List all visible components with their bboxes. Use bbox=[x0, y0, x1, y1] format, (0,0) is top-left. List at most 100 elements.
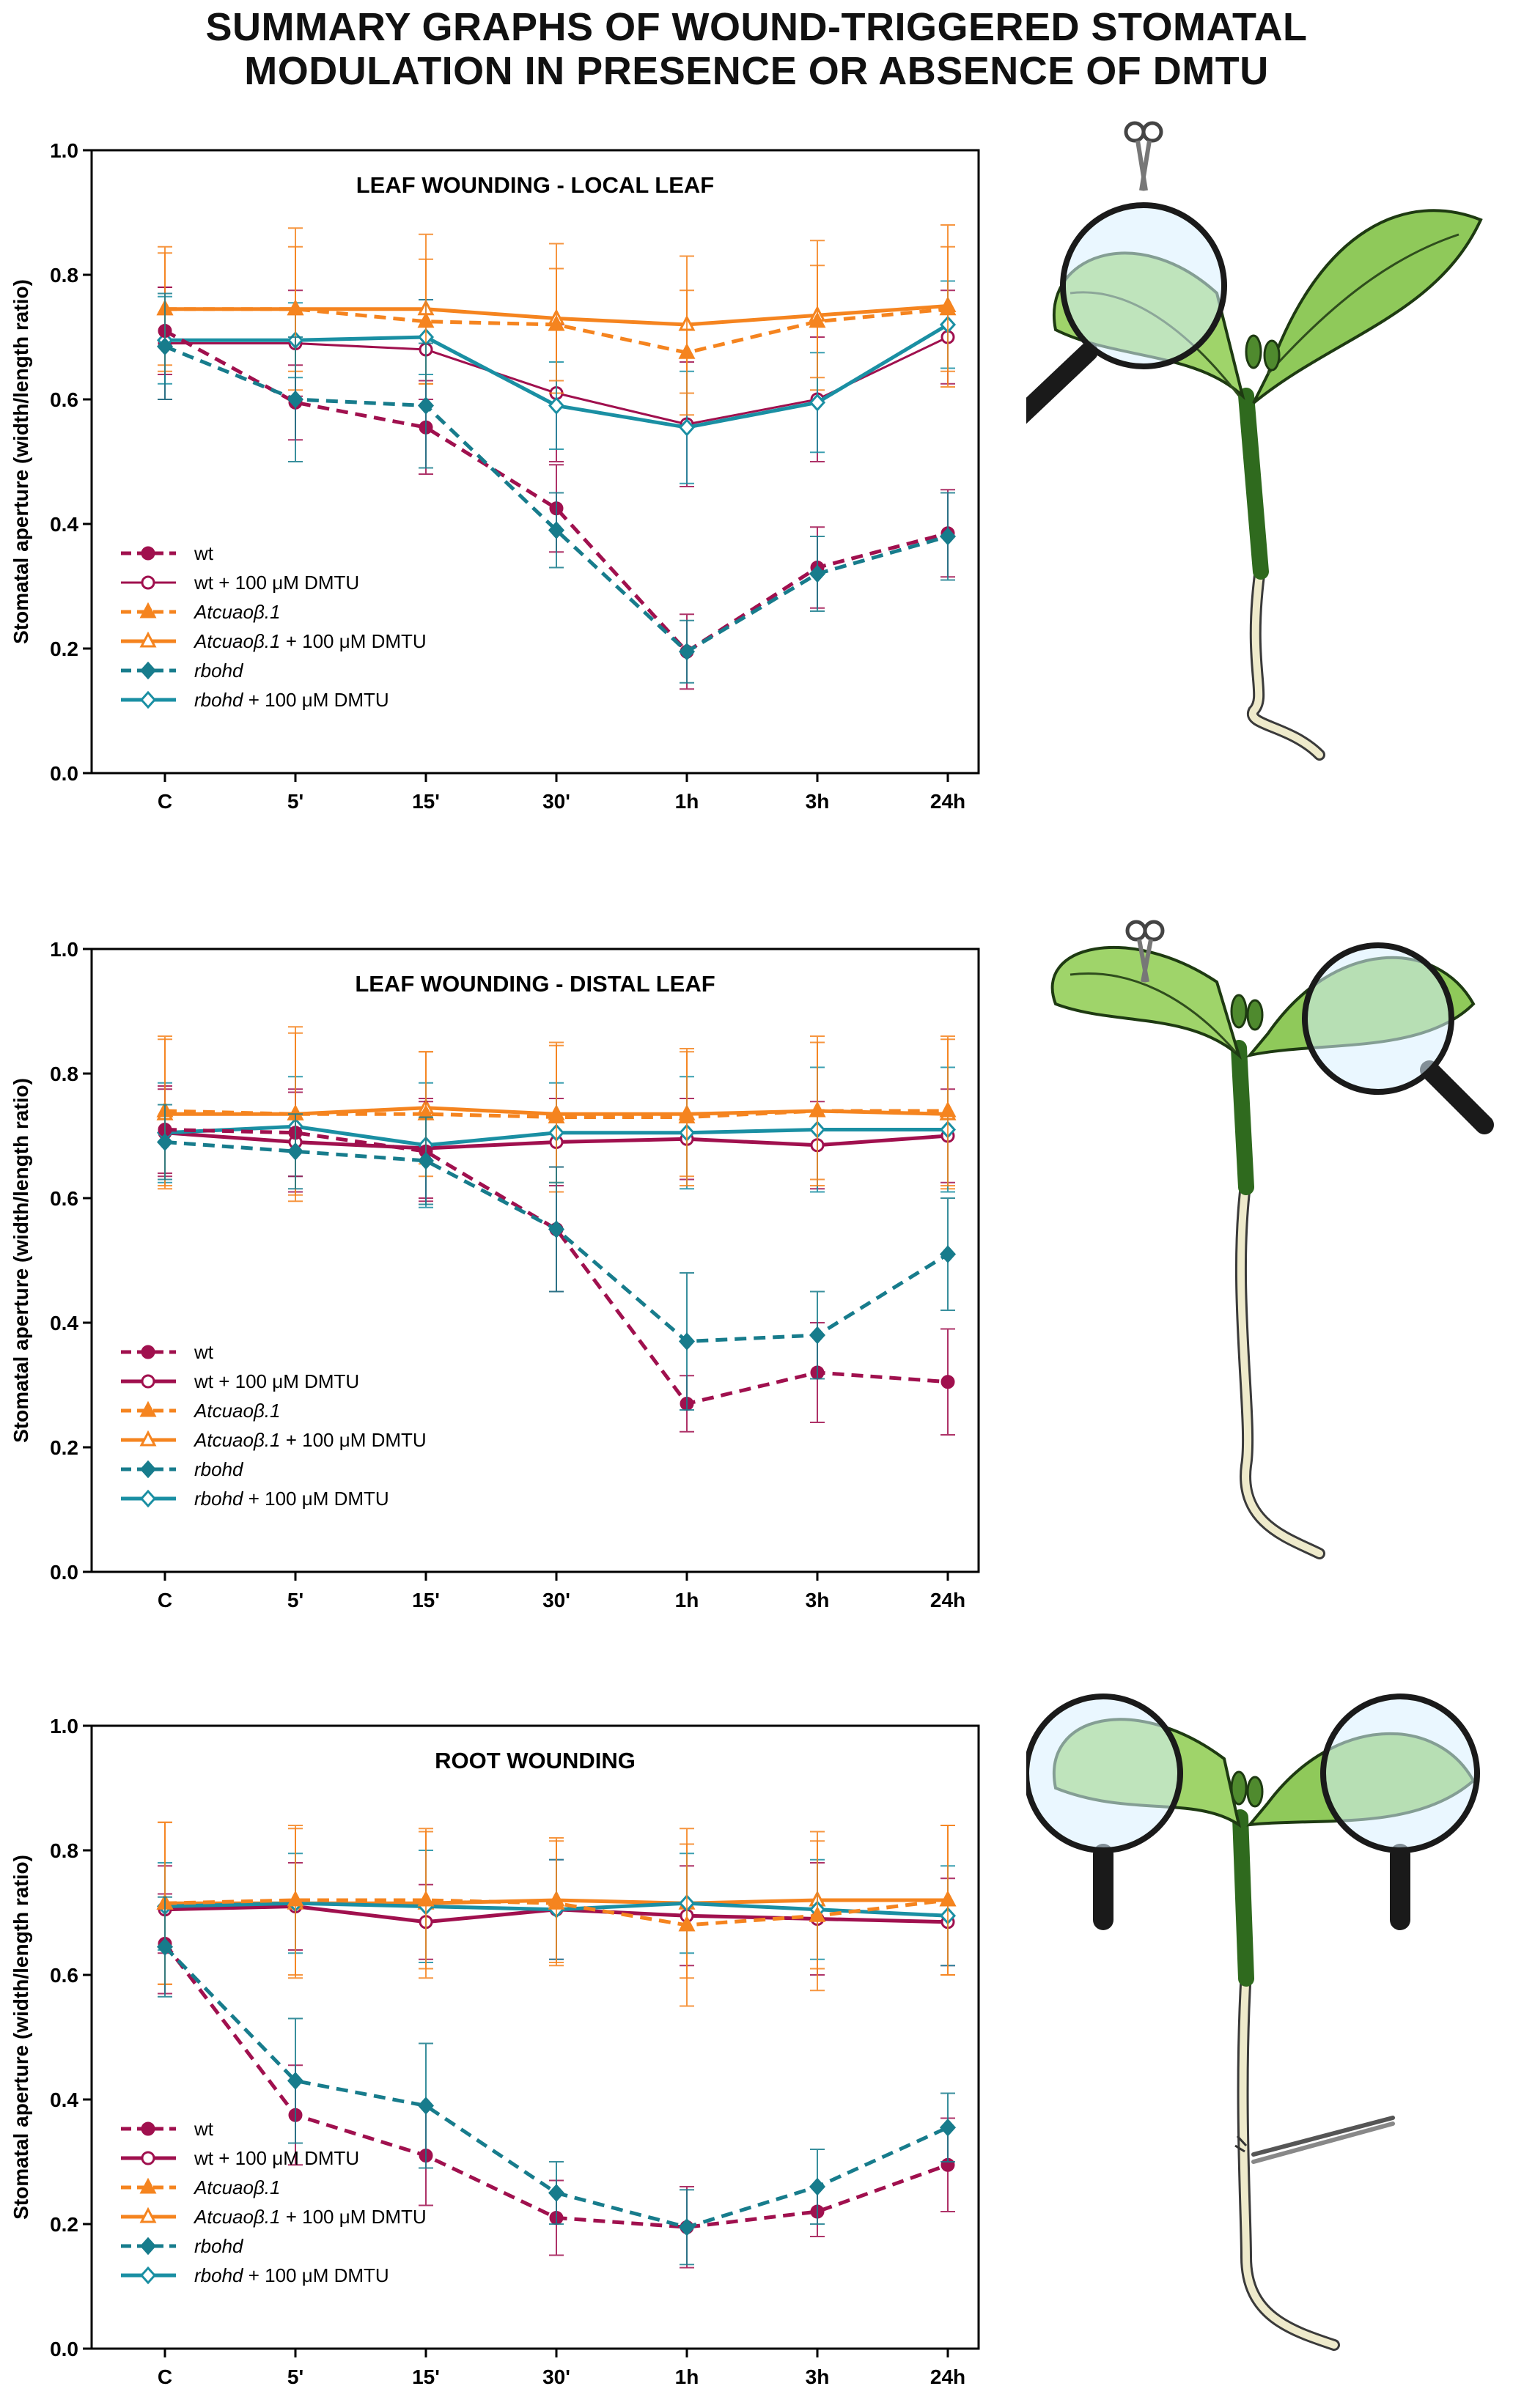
legend-label: rbohd + 100 μM DMTU bbox=[194, 1488, 389, 1510]
y-axis-label: Stomatal aperture (width/length ratio) bbox=[10, 279, 32, 644]
legend-item-wt_dmtu: wt + 100 μM DMTU bbox=[121, 2147, 359, 2169]
legend-label: wt + 100 μM DMTU bbox=[194, 572, 359, 594]
x-tick-label: 24h bbox=[930, 790, 965, 813]
x-tick-label: 30' bbox=[542, 2365, 570, 2388]
y-tick-label: 0.8 bbox=[50, 264, 78, 287]
chart-distal-leaf: 0.0 0.2 0.4 0.6 0.8 1.0 C 5' 15' 30' 1h 3h 24h Stomat… bbox=[10, 938, 980, 1611]
legend-item-wt_dmtu: wt + 100 μM DMTU bbox=[121, 572, 359, 594]
data-point bbox=[678, 1332, 696, 1351]
plot-frame bbox=[90, 1724, 980, 2350]
data-point bbox=[156, 1133, 174, 1151]
local-leaf-wounding-illustration bbox=[1026, 121, 1483, 761]
data-point bbox=[939, 2119, 957, 2137]
legend-marker bbox=[141, 2151, 155, 2165]
y-tick-label: 0.4 bbox=[50, 1312, 78, 1334]
data-point bbox=[678, 1915, 696, 1932]
magnifier-icon bbox=[1026, 202, 1227, 424]
data-point bbox=[548, 521, 565, 539]
x-tick-label: 1h bbox=[675, 1589, 699, 1611]
legend-label: rbohd bbox=[194, 2235, 244, 2257]
data-point bbox=[417, 396, 435, 415]
data-point bbox=[678, 418, 696, 437]
figure-title-line-1: SUMMARY GRAPHS OF WOUND-TRIGGERED STOMAT… bbox=[205, 5, 1308, 49]
data-point bbox=[548, 314, 565, 331]
y-tick-label: 0.8 bbox=[50, 1063, 78, 1085]
data-point bbox=[809, 1101, 826, 1118]
y-tick-label: 1.0 bbox=[50, 938, 78, 961]
y-tick-label: 0.2 bbox=[50, 2213, 78, 2236]
y-tick-label: 0.6 bbox=[50, 1964, 78, 1987]
legend-label: wt + 100 μM DMTU bbox=[194, 1370, 359, 1392]
legend-item-cuao_dmtu: Atcuaoβ.1 + 100 μM DMTU bbox=[121, 2206, 427, 2228]
legend-item-wt_dmtu: wt + 100 μM DMTU bbox=[121, 1370, 359, 1392]
data-point bbox=[417, 2097, 435, 2115]
plot-frame bbox=[90, 149, 980, 775]
legend-item-wt: wt bbox=[121, 1341, 214, 1363]
data-point bbox=[939, 299, 957, 316]
legend-item-rbohd_dmtu: rbohd + 100 μM DMTU bbox=[121, 1488, 389, 1510]
legend-marker bbox=[139, 1489, 157, 1508]
x-tick-label: 15' bbox=[412, 2365, 440, 2388]
figure-title-line-2: MODULATION IN PRESENCE OR ABSENCE OF DMT… bbox=[244, 49, 1269, 93]
legend-item-wt: wt bbox=[121, 2118, 214, 2140]
data-point bbox=[678, 343, 696, 359]
data-point bbox=[939, 1101, 957, 1118]
data-point bbox=[678, 643, 696, 661]
data-point bbox=[287, 1890, 304, 1907]
x-tick-label: 1h bbox=[675, 790, 699, 813]
y-axis-label: Stomatal aperture (width/length ratio) bbox=[10, 1855, 32, 2220]
data-point bbox=[809, 2177, 826, 2196]
y-tick-label: 0.6 bbox=[50, 388, 78, 411]
y-axis-label: Stomatal aperture (width/length ratio) bbox=[10, 1078, 32, 1443]
plot-frame bbox=[90, 948, 980, 1573]
legend-marker bbox=[139, 1400, 157, 1417]
legend-marker bbox=[139, 690, 157, 709]
legend-label: Atcuaoβ.1 + 100 μM DMTU bbox=[193, 2206, 427, 2228]
y-tick-label: 0.0 bbox=[50, 2338, 78, 2360]
legend-label: wt + 100 μM DMTU bbox=[194, 2147, 359, 2169]
x-tick-label: 30' bbox=[542, 790, 570, 813]
x-tick-label: 15' bbox=[412, 790, 440, 813]
legend-label: wt bbox=[194, 1341, 214, 1363]
data-point bbox=[939, 1890, 957, 1907]
distal-leaf-wounding-illustration bbox=[1050, 920, 1494, 1559]
series-cuao bbox=[156, 1821, 957, 2007]
panel-title: ROOT WOUNDING bbox=[435, 1748, 636, 1773]
legend-marker bbox=[141, 1345, 155, 1359]
x-tick-label: 15' bbox=[412, 1589, 440, 1611]
series-cuao bbox=[156, 1026, 957, 1203]
legend-marker bbox=[139, 661, 157, 680]
legend-label: Atcuaoβ.1 bbox=[193, 601, 280, 623]
x-tick-label: 3h bbox=[806, 2365, 830, 2388]
legend-item-cuao: Atcuaoβ.1 bbox=[121, 1400, 280, 1422]
data-point bbox=[678, 2218, 696, 2237]
legend-label: rbohd bbox=[194, 660, 244, 682]
x-tick-label: 24h bbox=[930, 2365, 965, 2388]
legend-item-rbohd_dmtu: rbohd + 100 μM DMTU bbox=[121, 689, 389, 711]
legend-marker bbox=[141, 2121, 155, 2136]
y-tick-label: 0.0 bbox=[50, 762, 78, 785]
y-tick-label: 1.0 bbox=[50, 139, 78, 162]
magnifier-icon bbox=[1302, 942, 1494, 1134]
data-point bbox=[417, 1151, 435, 1170]
legend-marker bbox=[139, 631, 157, 648]
data-point bbox=[287, 299, 304, 316]
data-point bbox=[417, 1890, 435, 1907]
legend-item-rbohd: rbohd bbox=[121, 660, 244, 682]
legend-item-cuao: Atcuaoβ.1 bbox=[121, 2176, 280, 2198]
x-tick-label: C bbox=[158, 1589, 172, 1611]
legend-label: Atcuaoβ.1 + 100 μM DMTU bbox=[193, 630, 427, 652]
data-point bbox=[156, 337, 174, 355]
data-point bbox=[809, 394, 826, 412]
tweezers-icon bbox=[1234, 2116, 1395, 2164]
data-point bbox=[548, 1220, 565, 1238]
legend-marker bbox=[139, 2266, 157, 2285]
data-point bbox=[809, 1906, 826, 1922]
y-tick-label: 1.0 bbox=[50, 1715, 78, 1737]
x-tick-label: 24h bbox=[930, 1589, 965, 1611]
data-point bbox=[809, 311, 826, 328]
y-tick-label: 0.6 bbox=[50, 1187, 78, 1210]
legend-marker bbox=[139, 1430, 157, 1447]
data-point bbox=[809, 564, 826, 583]
data-point bbox=[287, 390, 304, 409]
